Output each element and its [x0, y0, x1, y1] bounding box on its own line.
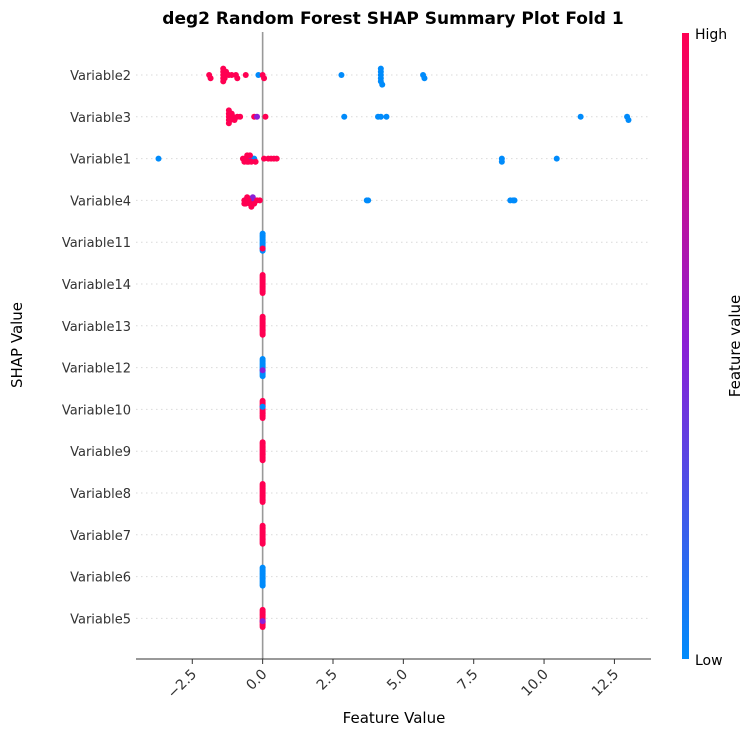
- data-point: [207, 75, 214, 82]
- data-point: [259, 367, 266, 374]
- y-tick-label: Variable8: [70, 487, 131, 502]
- data-point: [377, 113, 384, 120]
- data-point: [254, 113, 261, 120]
- colorbar-title: Feature value: [726, 295, 744, 397]
- data-point: [259, 582, 266, 589]
- x-tick-label: −2.5: [165, 667, 200, 702]
- data-point: [383, 113, 390, 120]
- data-point: [259, 403, 266, 410]
- data-point: [261, 155, 268, 162]
- data-point: [259, 414, 266, 421]
- data-point: [261, 75, 268, 82]
- y-tick-label: Variable2: [70, 69, 131, 84]
- data-point: [221, 75, 228, 82]
- x-tick-label: 5.0: [384, 667, 411, 694]
- y-axis-label: SHAP Value: [8, 302, 26, 388]
- x-tick-label: 2.5: [314, 667, 341, 694]
- data-point: [259, 290, 266, 296]
- data-point: [377, 65, 384, 72]
- y-tick-label: Variable6: [70, 571, 131, 586]
- data-point: [259, 540, 266, 547]
- data-point: [259, 499, 266, 505]
- data-point: [256, 197, 263, 204]
- data-point: [511, 197, 518, 204]
- data-point: [553, 155, 560, 162]
- colorbar-high-label: High: [695, 27, 727, 43]
- y-tick-label: Variable4: [70, 194, 131, 209]
- data-point: [249, 194, 256, 201]
- data-point: [252, 158, 259, 165]
- data-point: [259, 245, 266, 252]
- data-point: [262, 113, 269, 120]
- data-point: [498, 158, 505, 165]
- y-tick-label: Variable7: [70, 529, 131, 544]
- data-point: [273, 155, 280, 162]
- grid-lines: [136, 74, 651, 619]
- data-point: [255, 72, 262, 78]
- y-tick-label: Variable1: [70, 153, 131, 168]
- data-point: [379, 81, 386, 88]
- data-point: [242, 72, 249, 78]
- data-point: [421, 75, 428, 82]
- y-tick-label: Variable13: [62, 320, 131, 335]
- data-point: [625, 117, 632, 123]
- data-points: [155, 65, 632, 630]
- x-tick-label: 10.0: [519, 667, 552, 700]
- y-tick-label: Variable5: [70, 612, 131, 627]
- data-point: [259, 618, 266, 625]
- colorbar-low-label: Low: [695, 653, 723, 669]
- data-point: [259, 623, 266, 630]
- data-point: [234, 75, 241, 82]
- x-ticks: −2.5 0.0 2.5 5.0 7.5 10.0 12.5: [165, 659, 622, 702]
- y-tick-label: Variable12: [62, 362, 131, 377]
- data-point: [577, 113, 584, 120]
- x-tick-label: 7.5: [454, 667, 481, 694]
- x-tick-label: 12.5: [589, 667, 622, 700]
- y-tick-label: Variable10: [62, 403, 131, 418]
- data-point: [259, 373, 266, 380]
- y-tick-label: Variable9: [70, 445, 131, 460]
- y-tick-labels: Variable2 Variable3 Variable1 Variable4 Vari…: [62, 69, 131, 627]
- x-tick-label: 0.0: [243, 667, 270, 694]
- data-point: [246, 152, 253, 159]
- colorbar: [682, 33, 689, 659]
- data-point: [338, 72, 345, 78]
- chart-title: deg2 Random Forest SHAP Summary Plot Fol…: [162, 9, 623, 29]
- y-tick-label: Variable14: [62, 278, 131, 293]
- data-point: [365, 197, 372, 204]
- data-point: [259, 457, 266, 464]
- y-tick-label: Variable3: [70, 111, 131, 126]
- data-point: [248, 158, 255, 165]
- x-axis-label: Feature Value: [343, 709, 446, 727]
- data-point: [341, 113, 348, 120]
- data-point: [259, 331, 266, 338]
- data-point: [155, 155, 162, 162]
- data-point: [228, 72, 235, 78]
- y-tick-label: Variable11: [62, 236, 131, 251]
- data-point: [237, 113, 244, 120]
